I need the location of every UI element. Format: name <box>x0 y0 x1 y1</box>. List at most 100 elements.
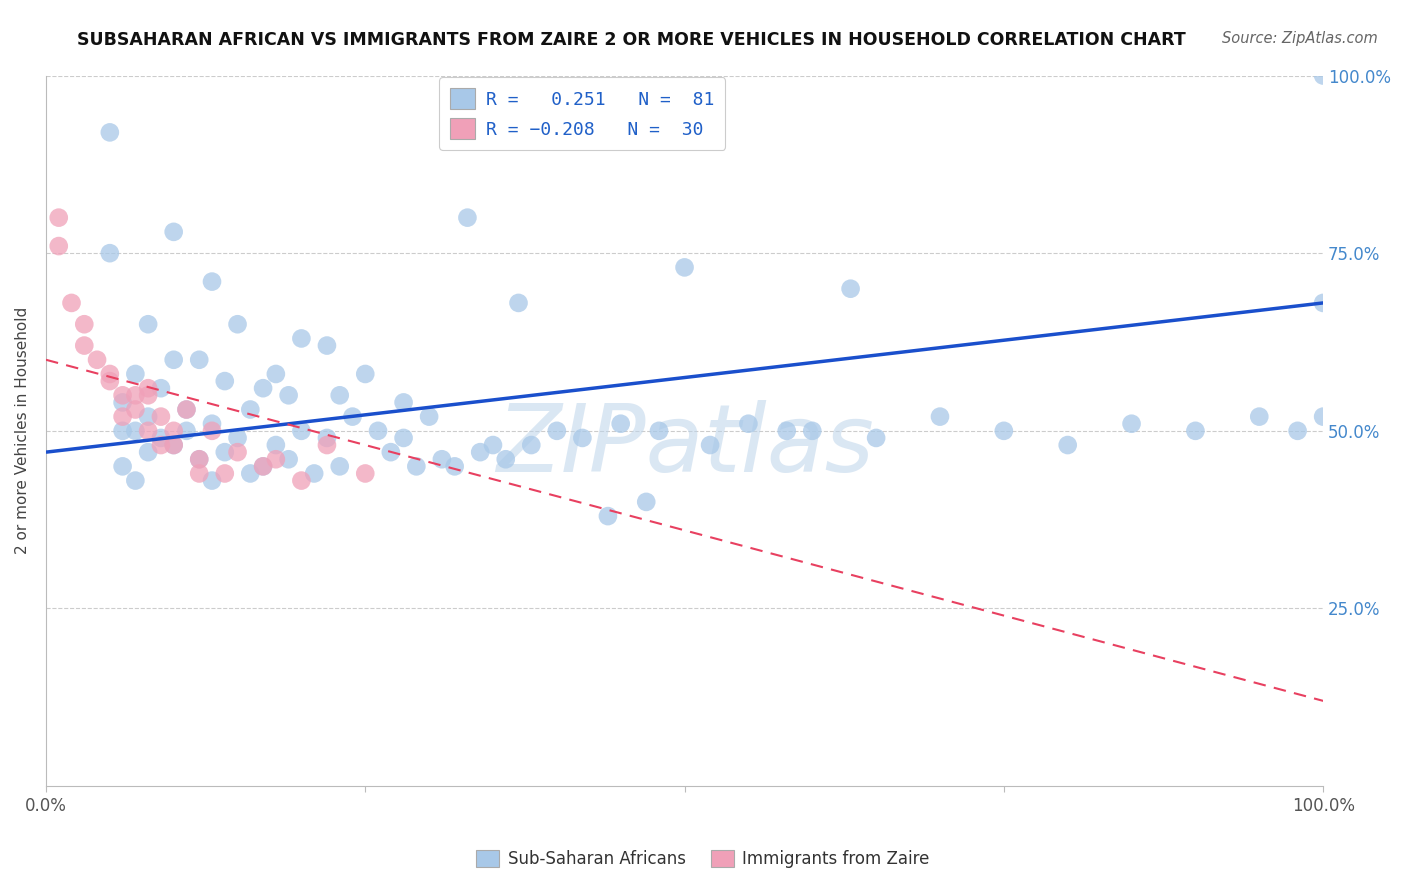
Point <box>636 495 658 509</box>
Point <box>136 317 159 331</box>
Point <box>176 424 198 438</box>
Point <box>264 452 287 467</box>
Point <box>648 424 671 438</box>
Point <box>149 438 172 452</box>
Point <box>865 431 887 445</box>
Point <box>239 402 262 417</box>
Point <box>1121 417 1143 431</box>
Point <box>188 452 211 467</box>
Point <box>214 467 236 481</box>
Point <box>98 125 121 139</box>
Point <box>405 459 427 474</box>
Point <box>290 424 312 438</box>
Point <box>149 409 172 424</box>
Point <box>136 445 159 459</box>
Point <box>380 445 402 459</box>
Point <box>1286 424 1309 438</box>
Point <box>252 459 274 474</box>
Point <box>354 467 377 481</box>
Point <box>163 424 186 438</box>
Point <box>136 388 159 402</box>
Point <box>73 317 96 331</box>
Point <box>124 388 146 402</box>
Point <box>609 417 631 431</box>
Point <box>98 374 121 388</box>
Point <box>176 402 198 417</box>
Point <box>124 424 146 438</box>
Point <box>163 352 186 367</box>
Point <box>839 282 862 296</box>
Point <box>520 438 543 452</box>
Point <box>430 452 453 467</box>
Point <box>993 424 1015 438</box>
Point <box>316 431 339 445</box>
Point <box>367 424 389 438</box>
Point <box>73 338 96 352</box>
Point <box>48 239 70 253</box>
Point <box>316 338 339 352</box>
Point <box>201 417 224 431</box>
Point <box>60 296 83 310</box>
Point <box>329 459 352 474</box>
Point <box>443 459 465 474</box>
Point <box>801 424 824 438</box>
Point <box>111 409 134 424</box>
Point <box>264 367 287 381</box>
Point <box>226 431 249 445</box>
Point <box>264 438 287 452</box>
Point <box>201 275 224 289</box>
Point <box>418 409 440 424</box>
Point <box>776 424 799 438</box>
Point <box>316 438 339 452</box>
Point <box>252 381 274 395</box>
Point <box>482 438 505 452</box>
Point <box>571 431 593 445</box>
Point <box>456 211 478 225</box>
Point <box>673 260 696 275</box>
Point <box>392 395 415 409</box>
Point <box>124 367 146 381</box>
Point <box>252 459 274 474</box>
Point <box>1056 438 1078 452</box>
Point <box>163 438 186 452</box>
Point <box>163 225 186 239</box>
Point <box>176 402 198 417</box>
Point <box>136 424 159 438</box>
Point <box>111 424 134 438</box>
Point <box>1249 409 1271 424</box>
Point <box>495 452 517 467</box>
Point <box>136 409 159 424</box>
Legend: R =   0.251   N =  81, R = −0.208   N =  30: R = 0.251 N = 81, R = −0.208 N = 30 <box>439 78 725 150</box>
Point <box>201 424 224 438</box>
Point <box>98 367 121 381</box>
Point <box>290 474 312 488</box>
Point <box>149 381 172 395</box>
Point <box>354 367 377 381</box>
Text: ZIPatlas: ZIPatlas <box>496 400 873 491</box>
Point <box>1312 69 1334 83</box>
Point <box>98 246 121 260</box>
Point <box>111 459 134 474</box>
Point <box>226 445 249 459</box>
Point <box>188 452 211 467</box>
Point <box>86 352 108 367</box>
Point <box>1312 409 1334 424</box>
Point <box>277 452 299 467</box>
Point <box>188 467 211 481</box>
Legend: Sub-Saharan Africans, Immigrants from Zaire: Sub-Saharan Africans, Immigrants from Za… <box>470 843 936 875</box>
Point <box>124 474 146 488</box>
Text: SUBSAHARAN AFRICAN VS IMMIGRANTS FROM ZAIRE 2 OR MORE VEHICLES IN HOUSEHOLD CORR: SUBSAHARAN AFRICAN VS IMMIGRANTS FROM ZA… <box>77 31 1187 49</box>
Point <box>188 352 211 367</box>
Point <box>149 431 172 445</box>
Point <box>929 409 952 424</box>
Text: Source: ZipAtlas.com: Source: ZipAtlas.com <box>1222 31 1378 46</box>
Point <box>508 296 530 310</box>
Point <box>329 388 352 402</box>
Point <box>111 395 134 409</box>
Point <box>111 388 134 402</box>
Point <box>214 374 236 388</box>
Point <box>546 424 568 438</box>
Point <box>596 509 619 524</box>
Point <box>302 467 325 481</box>
Point <box>1184 424 1206 438</box>
